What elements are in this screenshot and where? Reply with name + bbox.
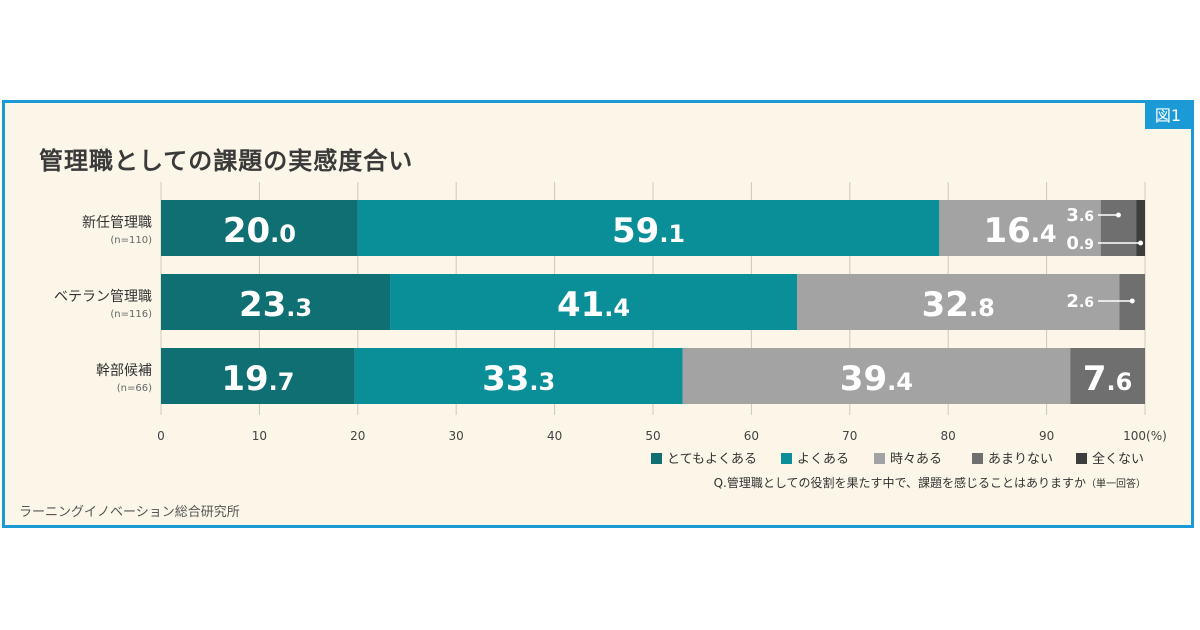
x-tick-label: 90 bbox=[1039, 429, 1054, 443]
data-label: 7.6 bbox=[1083, 359, 1133, 399]
data-label: 3.6 bbox=[1066, 205, 1094, 226]
bar-segment bbox=[682, 348, 1071, 404]
data-label: 39.4 bbox=[840, 359, 913, 399]
legend-label: とてもよくある bbox=[667, 452, 757, 467]
legend-swatch bbox=[651, 453, 662, 464]
x-tick-label: 100(%) bbox=[1123, 429, 1167, 443]
bar-segment bbox=[161, 200, 358, 256]
data-label: 0.9 bbox=[1066, 233, 1094, 254]
bars: 20.0 59.1 16.4 3.6 0.9 23.3 41.4 32.8 2.6 19.7 33.… bbox=[161, 200, 1145, 404]
category-label: 幹部候補 bbox=[96, 362, 152, 379]
x-tick-label: 60 bbox=[744, 429, 759, 443]
bar-segment bbox=[1136, 200, 1145, 256]
bar-segment bbox=[390, 274, 798, 330]
x-tick-label: 50 bbox=[645, 429, 660, 443]
bar-segment bbox=[797, 274, 1120, 330]
x-tick-label: 0 bbox=[157, 429, 165, 443]
category-n: (n=110) bbox=[110, 235, 152, 246]
legend-swatch bbox=[972, 453, 983, 464]
category-n: (n=66) bbox=[117, 383, 152, 394]
question-text: Q.管理職としての役割を果たす中で、課題を感じることはありますか（単一回答） bbox=[714, 475, 1146, 490]
chart-title: 管理職としての課題の実感度合い bbox=[39, 147, 414, 175]
data-label: 19.7 bbox=[221, 359, 294, 399]
bar-segment bbox=[161, 274, 391, 330]
legend-label: 時々ある bbox=[890, 452, 942, 467]
data-label: 20.0 bbox=[223, 211, 296, 251]
legend: とてもよくある よくある 時々ある あまりない 全くない bbox=[651, 451, 1144, 467]
data-label: 23.3 bbox=[239, 285, 312, 325]
category-label: ベテラン管理職 bbox=[54, 289, 152, 305]
x-tick-label: 80 bbox=[941, 429, 956, 443]
source-credit: ラーニングイノベーション総合研究所 bbox=[19, 505, 240, 520]
x-tick-label: 10 bbox=[252, 429, 267, 443]
leader-dot bbox=[1129, 298, 1135, 304]
data-label: 33.3 bbox=[482, 359, 555, 399]
category-n: (n=116) bbox=[110, 309, 152, 320]
bar-segment bbox=[161, 348, 355, 404]
legend-label: 全くない bbox=[1092, 451, 1144, 467]
legend-swatch bbox=[874, 453, 885, 464]
x-tick-label: 30 bbox=[449, 429, 464, 443]
data-label: 32.8 bbox=[922, 285, 995, 325]
bar-segment bbox=[354, 348, 683, 404]
legend-label: よくある bbox=[797, 452, 849, 467]
category-label: 新任管理職 bbox=[82, 215, 152, 231]
figure-tag: 図1 bbox=[1145, 103, 1191, 129]
x-tick-label: 40 bbox=[547, 429, 562, 443]
bar-segment bbox=[1100, 200, 1137, 256]
bar-segment bbox=[939, 200, 1101, 256]
x-tick-label: 70 bbox=[842, 429, 857, 443]
legend-label: あまりない bbox=[988, 452, 1053, 467]
x-tick-label: 20 bbox=[350, 429, 365, 443]
data-label: 2.6 bbox=[1066, 291, 1094, 312]
bar-segment bbox=[357, 200, 940, 256]
data-label: 41.4 bbox=[557, 285, 630, 325]
leader-dot bbox=[1138, 240, 1144, 246]
x-axis-ticks: 0 10 20 30 40 50 60 70 80 90 100(%) bbox=[157, 429, 1167, 443]
leader-dot bbox=[1115, 212, 1121, 218]
legend-swatch bbox=[1076, 453, 1087, 464]
data-label: 59.1 bbox=[612, 211, 685, 251]
data-label: 16.4 bbox=[983, 211, 1056, 251]
bar-segment bbox=[1070, 348, 1145, 404]
category-labels: 新任管理職 (n=110) ベテラン管理職 (n=116) 幹部候補 (n=66) bbox=[54, 215, 152, 394]
legend-swatch bbox=[781, 453, 792, 464]
